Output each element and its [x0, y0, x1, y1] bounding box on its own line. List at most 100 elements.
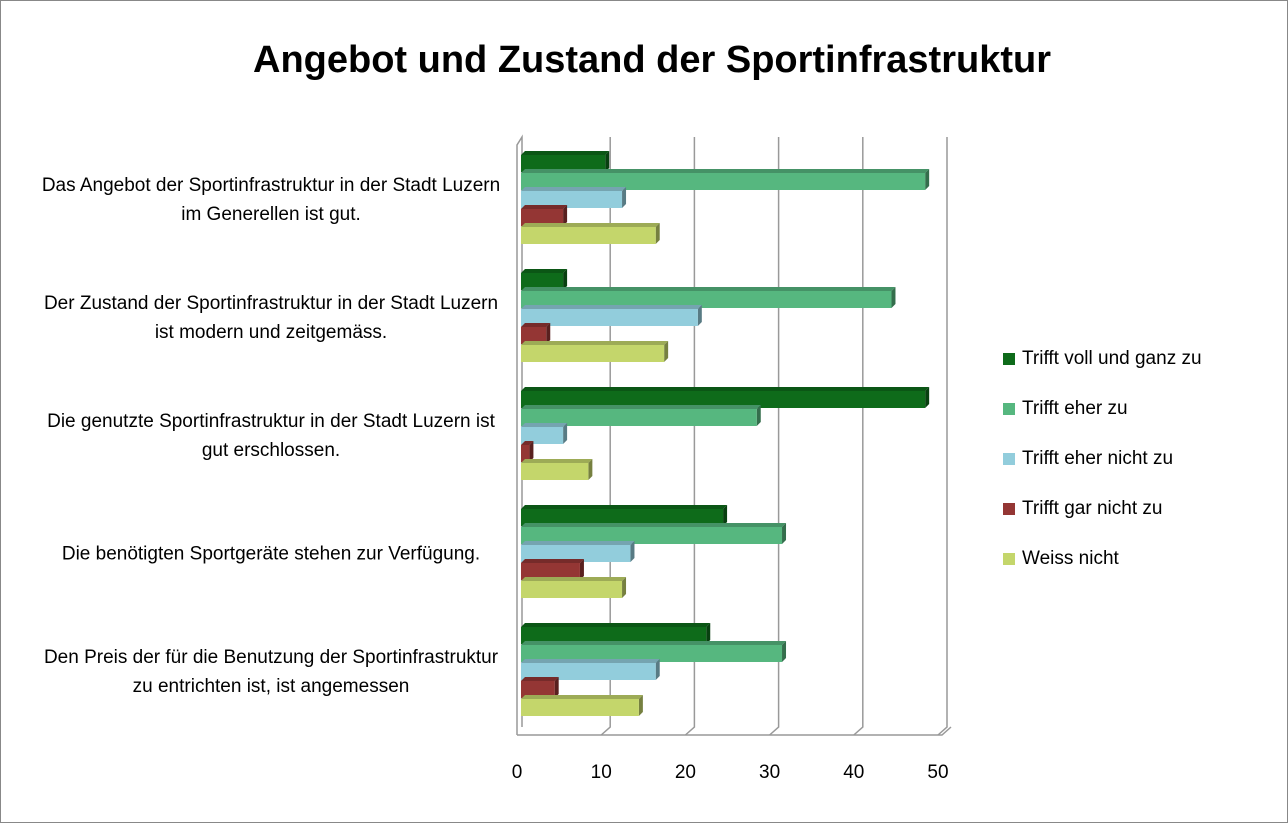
grid-line [937, 137, 948, 736]
legend-swatch [1003, 453, 1015, 465]
bar-end [891, 287, 896, 308]
bar-end [529, 441, 534, 462]
bar-top [521, 305, 702, 309]
bar-top [521, 169, 930, 173]
legend-swatch [1003, 503, 1015, 515]
bar-end [554, 677, 559, 698]
bar-top [521, 341, 669, 345]
bar [521, 681, 555, 698]
bar-top [521, 323, 551, 327]
bar-end [782, 523, 787, 544]
legend-swatch [1003, 403, 1015, 415]
bar [521, 527, 783, 544]
bar-end [588, 459, 593, 480]
bar-end [638, 695, 643, 716]
bar [521, 409, 757, 426]
bar-end [563, 269, 568, 290]
bar-end [622, 577, 627, 598]
bar [521, 463, 589, 480]
bar [521, 627, 707, 644]
legend-label: Trifft eher nicht zu [1022, 448, 1173, 469]
bar [521, 227, 656, 244]
legend-label: Trifft voll und ganz zu [1022, 348, 1202, 369]
bar [521, 445, 530, 462]
bar-end [563, 423, 568, 444]
bar [521, 699, 639, 716]
bar [521, 545, 631, 562]
bar-end [756, 405, 761, 426]
bar-end [723, 505, 728, 526]
x-tick-label: 50 [927, 762, 948, 783]
bar-end [546, 323, 551, 344]
bar-end [655, 223, 660, 244]
bar-top [521, 405, 761, 409]
y-tick-label: Die benötigten Sportgeräte stehen zur Ve… [61, 543, 481, 565]
bar-top [521, 523, 787, 527]
x-tick-label: 40 [843, 762, 864, 783]
bar [521, 191, 623, 208]
bar-top [521, 387, 930, 391]
legend-label: Trifft eher zu [1022, 398, 1128, 419]
bar-top [521, 659, 660, 663]
bar [521, 273, 564, 290]
bar-top [521, 695, 643, 699]
y-tick-label: Die genutzte Sportinfrastruktur in der S… [47, 411, 495, 461]
bar-top [521, 423, 568, 427]
bar-top [521, 223, 660, 227]
bar [521, 155, 606, 172]
bar-end [664, 341, 669, 362]
bar [521, 663, 656, 680]
bar-top [521, 287, 896, 291]
bar-top [521, 505, 728, 509]
grid-line [853, 137, 864, 736]
bar-top [521, 205, 568, 209]
bar-top [521, 577, 627, 581]
bar-end [655, 659, 660, 680]
bar [521, 509, 724, 526]
bar-end [563, 205, 568, 226]
bar-end [697, 305, 702, 326]
y-tick-label: Den Preis der für die Benutzung der Spor… [43, 647, 499, 697]
bar [521, 581, 623, 598]
x-tick-label: 0 [512, 762, 523, 783]
plot-floor [517, 726, 952, 736]
y-tick-label: Das Angebot der Sportinfrastruktur in de… [41, 175, 501, 225]
bar-top [521, 459, 593, 463]
bar [521, 173, 926, 190]
x-tick-label: 30 [759, 762, 780, 783]
bar-top [521, 541, 635, 545]
x-tick-label: 20 [675, 762, 696, 783]
bar [521, 327, 547, 344]
bar [521, 427, 564, 444]
grid-line [684, 137, 696, 736]
bar-top [521, 187, 627, 191]
bar-end [630, 541, 635, 562]
bar-end [925, 387, 930, 408]
bar-top [521, 559, 584, 563]
bar-end [706, 623, 711, 644]
bar-top [521, 441, 534, 445]
bar-end [925, 169, 930, 190]
legend-label: Weiss nicht [1022, 548, 1120, 569]
legend-swatch [1003, 353, 1015, 365]
bar-end [622, 187, 627, 208]
chart-title: Angebot und Zustand der Sportinfrastrukt… [253, 39, 1051, 81]
bar-top [521, 677, 559, 681]
bar-end [605, 151, 610, 172]
bar-end [782, 641, 787, 662]
bar-end [579, 559, 584, 580]
bar-top [521, 623, 711, 627]
grid-line [600, 137, 611, 736]
legend-label: Trifft gar nicht zu [1022, 498, 1162, 519]
bar [521, 645, 783, 662]
bar [521, 391, 926, 408]
bar-top [521, 151, 610, 155]
x-tick-label: 10 [591, 762, 612, 783]
legend-swatch [1003, 553, 1015, 565]
y-tick-label: Der Zustand der Sportinfrastruktur in de… [43, 293, 499, 343]
bar [521, 209, 564, 226]
bar [521, 563, 580, 580]
bar [521, 309, 698, 326]
